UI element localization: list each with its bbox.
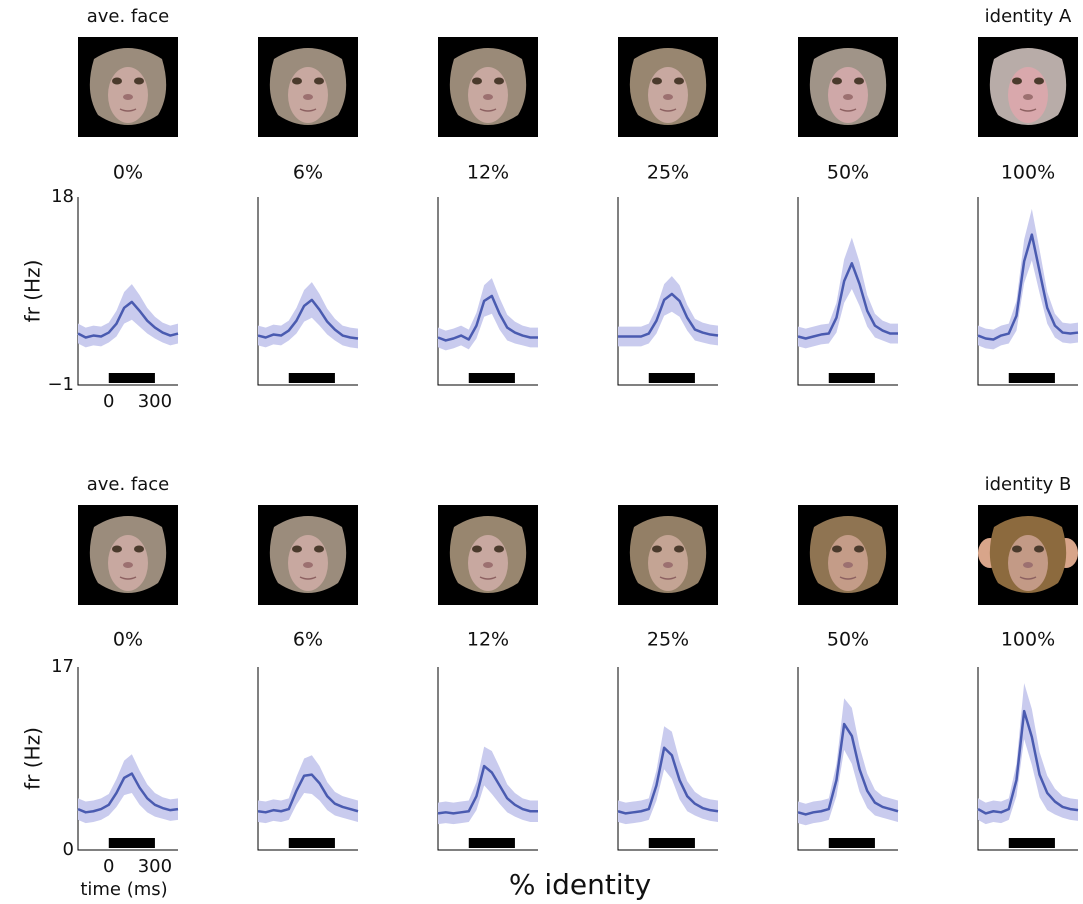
eye — [854, 78, 864, 85]
x-axis-label: time (ms) — [80, 879, 167, 900]
stimulus-bar — [1009, 838, 1055, 848]
nose — [1023, 94, 1033, 100]
stimulus-bar — [109, 838, 155, 848]
face-image — [978, 37, 1078, 137]
stimulus-bar — [649, 373, 695, 383]
image-label: ave. face — [87, 474, 170, 495]
stimulus-bar — [829, 373, 875, 383]
eye — [674, 78, 684, 85]
stimulus-bar — [289, 838, 335, 848]
panel-title: 0% — [113, 162, 143, 184]
panel-title: 6% — [293, 629, 323, 651]
face-image — [438, 505, 538, 605]
nose — [123, 562, 133, 568]
eye — [1012, 546, 1022, 553]
nose — [483, 562, 493, 568]
error-band — [78, 284, 178, 347]
stimulus-bar — [109, 373, 155, 383]
panel-title: 50% — [827, 162, 869, 184]
x-tick-label: 0 — [103, 856, 114, 877]
x-tick-label: 0 — [103, 391, 114, 412]
eye — [112, 546, 122, 553]
eye — [292, 78, 302, 85]
face-image — [798, 505, 898, 605]
stimulus-bar — [829, 838, 875, 848]
axes — [978, 667, 1078, 850]
eye — [292, 546, 302, 553]
nose — [303, 562, 313, 568]
face-image — [978, 505, 1078, 605]
y-axis-label: fr (Hz) — [21, 727, 45, 790]
stimulus-bar — [469, 838, 515, 848]
x-tick-label: 300 — [138, 391, 172, 412]
eye — [494, 546, 504, 553]
nose — [303, 94, 313, 100]
face-image — [798, 37, 898, 137]
eye — [674, 546, 684, 553]
panel-title: 25% — [647, 162, 689, 184]
panel-title: 50% — [827, 629, 869, 651]
nose — [483, 94, 493, 100]
error-band — [258, 282, 358, 348]
nose — [123, 94, 133, 100]
eye — [494, 78, 504, 85]
face-image — [618, 37, 718, 137]
stimulus-bar — [1009, 373, 1055, 383]
x-tick-label: 300 — [138, 856, 172, 877]
nose — [663, 562, 673, 568]
panel-title: 6% — [293, 162, 323, 184]
image-label: ave. face — [87, 6, 170, 27]
error-band — [978, 683, 1078, 824]
face-image — [438, 37, 538, 137]
eye — [314, 546, 324, 553]
error-band — [618, 726, 718, 824]
eye — [832, 546, 842, 553]
eye — [854, 546, 864, 553]
eye — [472, 546, 482, 553]
eye — [652, 78, 662, 85]
panel-title: 0% — [113, 629, 143, 651]
eye — [1012, 78, 1022, 85]
nose — [843, 94, 853, 100]
face-image — [258, 37, 358, 137]
image-label: identity A — [985, 6, 1072, 27]
stimulus-bar — [289, 373, 335, 383]
stimulus-bar — [469, 373, 515, 383]
panel-title: 100% — [1001, 162, 1055, 184]
face-image — [618, 505, 718, 605]
eye — [112, 78, 122, 85]
eye — [134, 78, 144, 85]
eye — [652, 546, 662, 553]
eye — [134, 546, 144, 553]
error-band — [78, 754, 178, 823]
face-image — [78, 505, 178, 605]
nose — [1023, 562, 1033, 568]
figure: % identity ave. face 0% −1 18 0 300 fr (Hz) 6% 1… — [0, 0, 1083, 904]
y-tick-label: 0 — [63, 839, 74, 860]
eye — [1034, 78, 1044, 85]
eye — [832, 78, 842, 85]
stimulus-bar — [649, 838, 695, 848]
eye — [1034, 546, 1044, 553]
panel-title: 12% — [467, 162, 509, 184]
panel-title: 100% — [1001, 629, 1055, 651]
y-tick-label: 18 — [51, 186, 74, 207]
image-label: identity B — [985, 474, 1072, 495]
y-tick-label: 17 — [51, 656, 74, 677]
panel-title: 25% — [647, 629, 689, 651]
nose — [663, 94, 673, 100]
y-axis-label: fr (Hz) — [21, 260, 45, 323]
eye — [472, 78, 482, 85]
figure-xlabel: % identity — [509, 868, 651, 901]
error-band — [258, 755, 358, 823]
error-band — [978, 209, 1078, 350]
eye — [314, 78, 324, 85]
y-tick-label: −1 — [47, 374, 74, 395]
nose — [843, 562, 853, 568]
panel-title: 12% — [467, 629, 509, 651]
face-image — [258, 505, 358, 605]
face-image — [78, 37, 178, 137]
